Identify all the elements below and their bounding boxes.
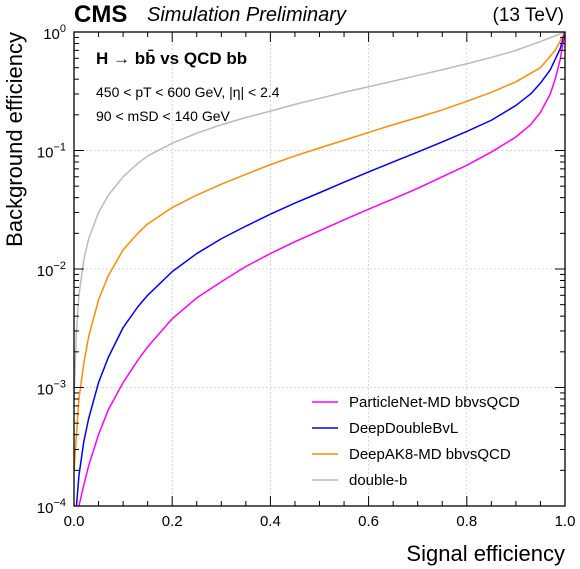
x-axis-label: Signal efficiency xyxy=(406,541,565,566)
x-tick-label: 0.2 xyxy=(162,513,183,530)
x-tick-label: 0.6 xyxy=(358,513,379,530)
roc-curve-double-b xyxy=(73,31,566,400)
legend-entry: double-b xyxy=(349,472,407,489)
legend-entry: DeepDoubleBvL xyxy=(349,420,458,437)
y-tick-label: 10−1 xyxy=(37,142,66,162)
plot-area: 0.0 0.2 0.4 0.6 0.8 1.0 10−4 10−3 10−2 10−1 100 xyxy=(37,23,576,530)
y-tick-label: 100 xyxy=(43,23,66,43)
roc-curve-deepdoublebvl xyxy=(75,31,566,507)
y-axis-label: Background efficiency xyxy=(2,32,27,247)
x-tick-label: 1.0 xyxy=(555,513,576,530)
axis-ticks: 0.0 0.2 0.4 0.6 0.8 1.0 10−4 10−3 10−2 10−1 100 xyxy=(37,23,576,530)
y-tick-label: 10−4 xyxy=(37,497,66,517)
x-tick-label: 0.0 xyxy=(64,513,85,530)
msd-cut-label: 90 < mSD < 140 GeV xyxy=(96,108,231,124)
y-tick-label: 10−3 xyxy=(37,379,66,399)
energy-label: (13 TeV) xyxy=(493,5,564,26)
y-tick-label: 10−2 xyxy=(37,260,66,280)
legend-entry: DeepAK8-MD bbvsQCD xyxy=(349,446,511,463)
x-tick-label: 0.8 xyxy=(456,513,477,530)
experiment-label: CMS xyxy=(74,1,127,28)
roc-curve-particlenet-md-bbvsqcd xyxy=(78,31,566,507)
grid-lines xyxy=(73,31,566,507)
process-label: H → bb̄ vs QCD bb xyxy=(96,49,247,68)
x-tick-label: 0.4 xyxy=(260,513,281,530)
legend: ParticleNet-MD bbvsQCD DeepDoubleBvL DeepA… xyxy=(312,394,520,489)
pt-eta-cut-label: 450 < pT < 600 GeV, |η| < 2.4 xyxy=(96,84,280,100)
roc-curve-deepak8-md-bbvsqcd xyxy=(73,31,566,471)
roc-curves xyxy=(73,31,566,507)
simulation-label: Simulation Preliminary xyxy=(147,4,347,26)
legend-entry: ParticleNet-MD bbvsQCD xyxy=(349,394,520,411)
